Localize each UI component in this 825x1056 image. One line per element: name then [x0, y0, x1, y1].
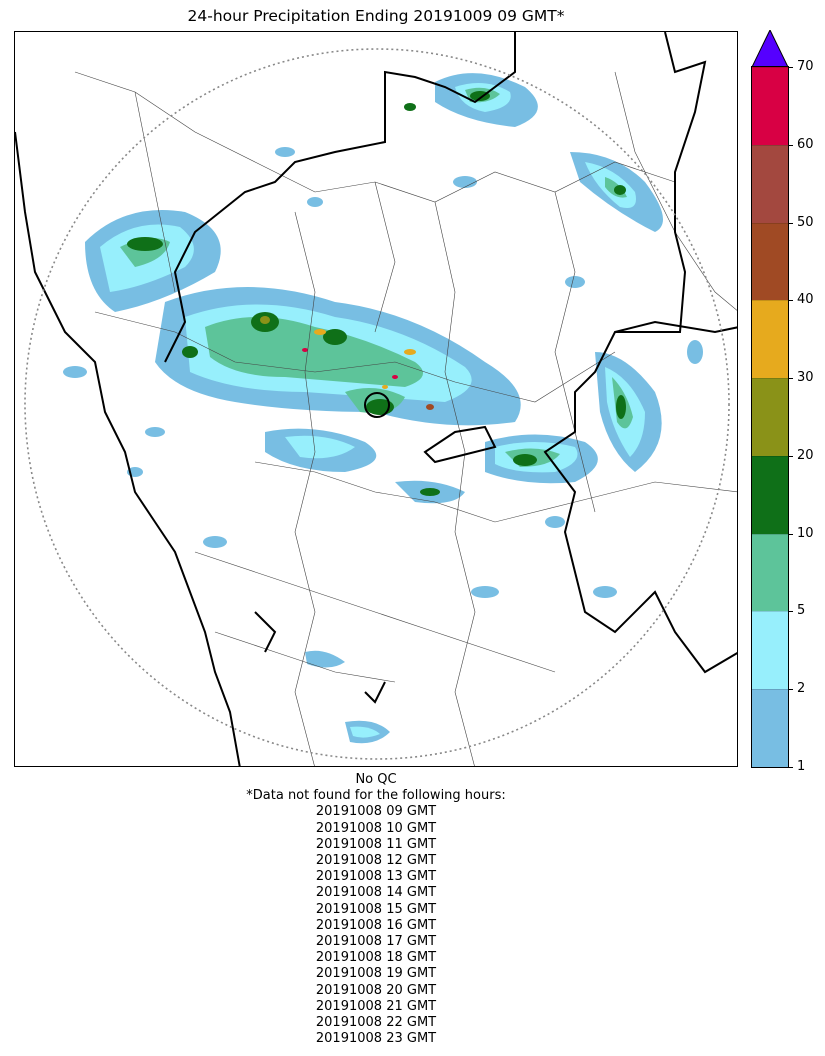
colorbar-tick-mark — [788, 378, 793, 380]
precip-layer-heavy — [260, 316, 434, 410]
missing-hour-item: 20191008 12 GMT — [315, 853, 437, 869]
missing-data-header: *Data not found for the following hours: — [246, 788, 506, 804]
colorbar-tick-label: 5 — [797, 603, 806, 619]
missing-hour-item: 20191008 23 GMT — [315, 1031, 437, 1047]
precipitation-map — [14, 31, 738, 767]
qc-note: No QC — [355, 772, 397, 787]
missing-hour-item: 20191008 09 GMT — [315, 804, 437, 820]
map-canvas — [15, 32, 737, 766]
colorbar-tick-label: 1 — [797, 759, 806, 774]
missing-hour-item: 20191008 10 GMT — [315, 820, 437, 836]
colorbar-tick-mark — [788, 144, 793, 146]
colorbar-tick-mark — [788, 300, 793, 302]
colorbar-tick-mark — [788, 611, 793, 613]
colorbar-tick-mark — [788, 67, 793, 68]
colorbar-bin — [752, 144, 788, 223]
colorbar-tick-label: 30 — [797, 370, 814, 386]
missing-hour-item: 20191008 15 GMT — [315, 901, 437, 917]
colorbar-tick-mark — [788, 767, 793, 768]
missing-hour-item: 20191008 17 GMT — [315, 934, 437, 950]
missing-hour-item: 20191008 13 GMT — [315, 869, 437, 885]
missing-hour-item: 20191008 19 GMT — [315, 966, 437, 982]
colorbar — [751, 66, 789, 768]
colorbar-tick-label: 2 — [797, 681, 806, 697]
colorbar-tick-label: 20 — [797, 447, 814, 463]
colorbar-tick-mark — [788, 455, 793, 457]
missing-hour-item: 20191008 16 GMT — [315, 917, 437, 933]
missing-hour-item: 20191008 22 GMT — [315, 1015, 437, 1031]
missing-hour-item: 20191008 18 GMT — [315, 950, 437, 966]
colorbar-tick-mark — [788, 689, 793, 691]
colorbar-tick-label: 40 — [797, 292, 814, 308]
colorbar-bin — [752, 689, 788, 767]
missing-hour-item: 20191008 14 GMT — [315, 885, 437, 901]
map-title: 24-hour Precipitation Ending 20191009 09… — [187, 7, 565, 25]
colorbar-tick-label: 60 — [797, 136, 814, 152]
missing-hours-list: 20191008 09 GMT 20191008 10 GMT 20191008 1… — [0, 804, 752, 1047]
colorbar-tick-label: 70 — [797, 59, 814, 74]
state-boundaries — [15, 32, 737, 766]
colorbar-bin — [752, 300, 788, 379]
colorbar-bin — [752, 533, 788, 612]
colorbar-bin — [752, 222, 788, 301]
colorbar-tick-mark — [788, 222, 793, 224]
missing-hour-item: 20191008 11 GMT — [315, 836, 437, 852]
colorbar-tick-label: 50 — [797, 214, 814, 230]
colorbar-bin — [752, 378, 788, 456]
precip-layer-darkgreen — [127, 91, 626, 496]
colorbar-extend-arrow — [752, 30, 788, 67]
colorbar-tick-mark — [788, 533, 793, 535]
colorbar-tick-label: 10 — [797, 525, 814, 541]
colorbar-bin — [752, 611, 788, 690]
missing-hour-item: 20191008 20 GMT — [315, 982, 437, 998]
colorbar-bin — [752, 67, 788, 145]
notes-block: No QC *Data not found for the following … — [0, 772, 752, 1047]
missing-hour-item: 20191008 21 GMT — [315, 998, 437, 1014]
radar-range-ring — [24, 48, 730, 760]
colorbar-bin — [752, 455, 788, 534]
